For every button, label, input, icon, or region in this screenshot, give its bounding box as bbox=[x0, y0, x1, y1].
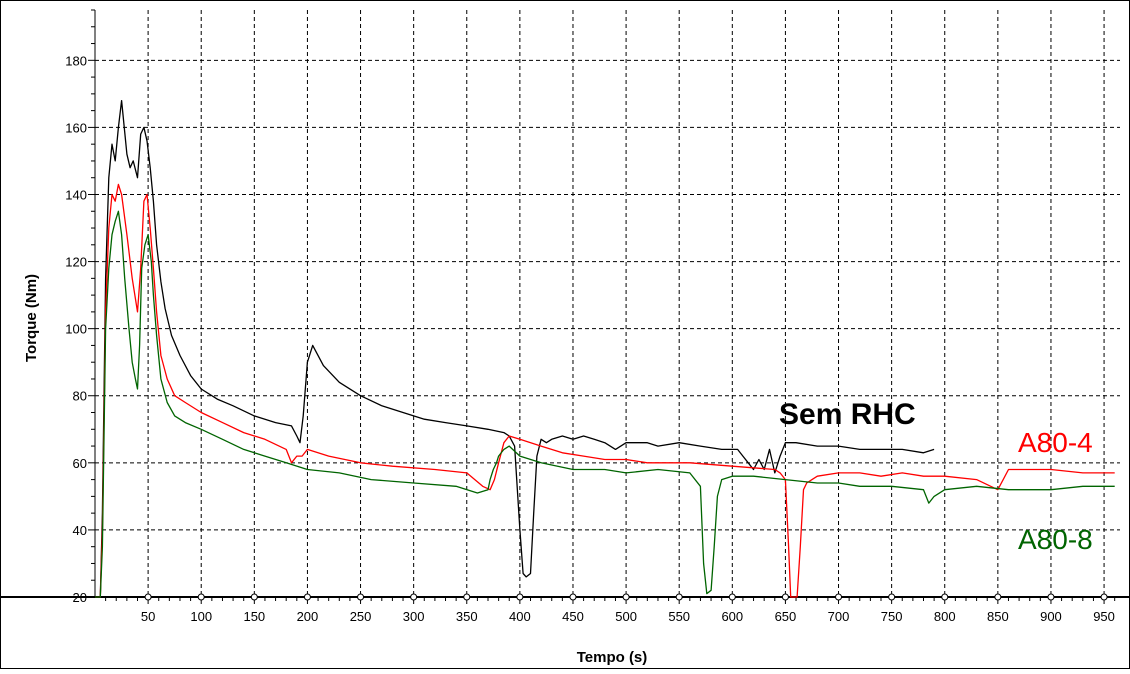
x-tick-label: 200 bbox=[297, 609, 319, 624]
y-tick-label: 80 bbox=[73, 389, 87, 404]
axis-marker bbox=[569, 593, 577, 601]
axis-marker bbox=[781, 593, 789, 601]
axis-marker bbox=[463, 593, 471, 601]
x-tick-label: 250 bbox=[350, 609, 372, 624]
axis-marker bbox=[1047, 593, 1055, 601]
axis-marker bbox=[357, 593, 365, 601]
tick-labels: 50 100 150 200 250 300 350 400 450 500 550 600 650 70… bbox=[65, 53, 1115, 624]
y-tick-label: 100 bbox=[65, 322, 87, 337]
axis-marker bbox=[250, 593, 258, 601]
axis-marker bbox=[410, 593, 418, 601]
series-group bbox=[95, 99, 1115, 598]
axis-marker bbox=[835, 593, 843, 601]
axis-marker bbox=[1100, 593, 1108, 601]
x-tick-label: 600 bbox=[721, 609, 743, 624]
x-tick-label: 750 bbox=[881, 609, 903, 624]
annotation-sem-rhc: Sem RHC bbox=[779, 398, 916, 431]
axis-marker bbox=[197, 593, 205, 601]
y-tick-label: 60 bbox=[73, 456, 87, 471]
x-tick-label: 350 bbox=[456, 609, 478, 624]
axes bbox=[0, 9, 1130, 604]
x-tick-label: 450 bbox=[562, 609, 584, 624]
x-tick-label: 550 bbox=[668, 609, 690, 624]
y-tick-label: 40 bbox=[73, 523, 87, 538]
y-tick-label: 140 bbox=[65, 187, 87, 202]
axis-marker bbox=[994, 593, 1002, 601]
y-tick-label: 180 bbox=[65, 53, 87, 68]
x-tick-label: 500 bbox=[615, 609, 637, 624]
series-line-1 bbox=[95, 183, 1115, 598]
axis-marker bbox=[144, 593, 152, 601]
y-tick-label: 120 bbox=[65, 255, 87, 270]
axis-marker bbox=[303, 593, 311, 601]
y-tick-label: 20 bbox=[73, 590, 87, 605]
x-tick-label: 400 bbox=[509, 609, 531, 624]
series-line-2 bbox=[95, 210, 1115, 598]
grid bbox=[95, 10, 1120, 597]
x-tick-label: 50 bbox=[141, 609, 155, 624]
annotation-a80-8: A80-8 bbox=[1018, 524, 1093, 555]
x-tick-label: 100 bbox=[190, 609, 212, 624]
axis-marker bbox=[675, 593, 683, 601]
x-tick-label: 150 bbox=[243, 609, 265, 624]
x-tick-label: 650 bbox=[775, 609, 797, 624]
axis-marker bbox=[516, 593, 524, 601]
y-axis-label: Torque (Nm) bbox=[23, 274, 40, 362]
x-tick-label: 950 bbox=[1093, 609, 1115, 624]
annotation-a80-4: A80-4 bbox=[1018, 427, 1093, 458]
x-axis-label: Tempo (s) bbox=[577, 649, 648, 666]
x-tick-label: 300 bbox=[403, 609, 425, 624]
x-tick-label: 900 bbox=[1040, 609, 1062, 624]
axis-marker bbox=[941, 593, 949, 601]
axis-marker bbox=[622, 593, 630, 601]
x-tick-label: 850 bbox=[987, 609, 1009, 624]
y-tick-label: 160 bbox=[65, 120, 87, 135]
axis-marker bbox=[728, 593, 736, 601]
x-tick-label: 700 bbox=[828, 609, 850, 624]
axis-marker bbox=[888, 593, 896, 601]
x-tick-label: 800 bbox=[934, 609, 956, 624]
